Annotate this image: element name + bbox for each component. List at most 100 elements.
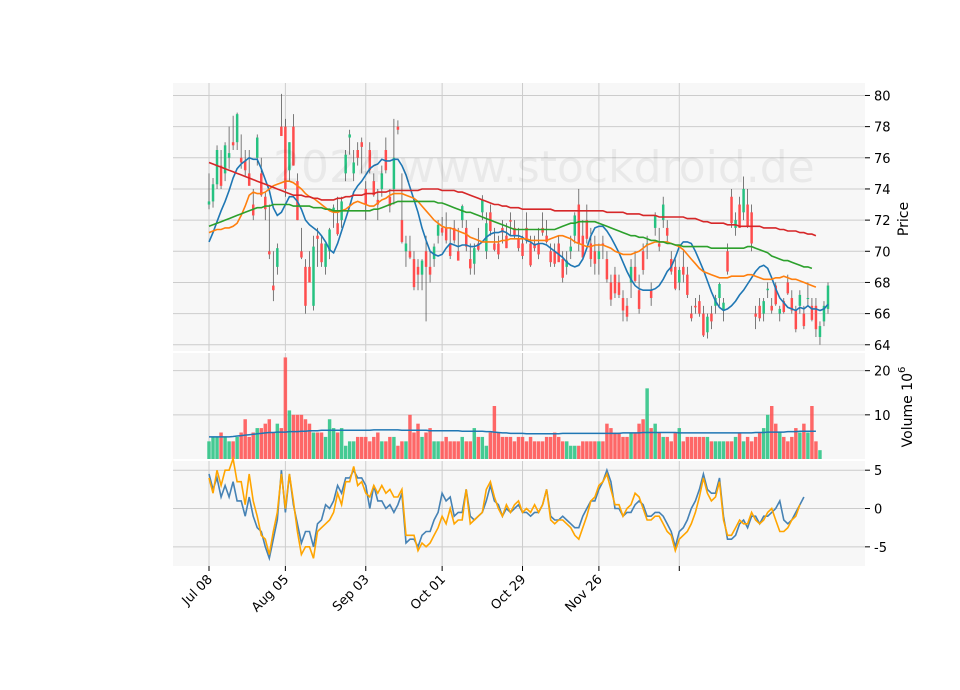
candle-down: [489, 212, 492, 232]
candle-down: [452, 227, 456, 241]
candle-down: [774, 285, 777, 305]
volume-bar: [311, 432, 316, 459]
candle-up: [481, 199, 484, 213]
volume-bar: [705, 436, 710, 459]
candle-down: [368, 150, 372, 171]
candle-down: [264, 196, 267, 210]
volume-bar: [283, 357, 288, 459]
volume-bar: [219, 432, 223, 459]
volume-bar: [251, 432, 255, 459]
volume-bar: [275, 423, 280, 459]
volume-bar: [267, 419, 272, 459]
candle-up: [432, 246, 436, 260]
candle-down: [469, 259, 472, 269]
volume-bar: [392, 436, 396, 459]
volume-bar: [291, 414, 296, 459]
volume-average-line: [209, 429, 816, 438]
candle-down: [557, 243, 560, 263]
volume-bar: [376, 432, 380, 459]
candle-down: [396, 126, 400, 130]
volume-bar: [496, 432, 501, 459]
candle-down: [400, 220, 404, 242]
candle-down: [356, 150, 359, 158]
volume-bar: [665, 436, 669, 459]
price-panel: 64 66 68 70 72 74 76 78 80: [173, 83, 891, 354]
volume-bar: [287, 410, 292, 459]
volume-bar: [243, 419, 247, 459]
candle-down: [758, 305, 761, 319]
candle-down: [637, 290, 641, 309]
candle-down: [802, 313, 806, 327]
moving-average-line-4: [208, 161, 817, 237]
volume-bar: [573, 445, 577, 459]
volume-bar: [601, 441, 605, 459]
volume-bar: [713, 441, 718, 459]
candle-down: [730, 196, 733, 224]
oscillator-ytick-label: 5: [874, 464, 882, 479]
volume-bar: [380, 441, 384, 459]
candle-up: [742, 188, 745, 213]
oscillator-line-1: [208, 467, 805, 562]
candle-down: [444, 227, 448, 241]
candle-down: [284, 126, 287, 189]
volume-bar: [673, 432, 677, 459]
volume-bar: [790, 436, 794, 459]
candle-down: [292, 126, 295, 166]
volume-bar: [569, 445, 573, 459]
volume-bar: [637, 423, 641, 459]
candle-up: [778, 308, 782, 314]
volume-bar: [239, 432, 243, 459]
candle-down: [682, 266, 685, 275]
candle-down: [505, 235, 508, 249]
candle-up: [436, 224, 440, 236]
candle-down: [621, 298, 625, 311]
candle-down: [408, 251, 412, 258]
volume-bar: [645, 388, 649, 459]
volume-bar: [685, 436, 690, 459]
candle-up: [718, 284, 721, 299]
candle-up: [207, 201, 211, 205]
volume-bar: [774, 423, 778, 459]
candle-down: [300, 251, 303, 258]
volume-bar: [460, 436, 464, 459]
volume-bar: [464, 441, 468, 459]
volume-bar: [504, 436, 509, 459]
volume-bar: [613, 432, 617, 459]
candle-down: [665, 227, 669, 236]
candle-down: [493, 243, 496, 250]
volume-bar: [512, 441, 517, 459]
volume-axis-exponent: 6: [897, 367, 908, 373]
volume-bar: [520, 436, 525, 459]
volume-bar: [802, 423, 806, 459]
candle-down: [268, 251, 271, 255]
candle-down: [641, 251, 645, 270]
volume-bar: [621, 436, 625, 459]
x-tick-label: Sep 03: [330, 572, 373, 615]
candle-up: [404, 243, 408, 252]
volume-bar: [319, 432, 324, 459]
candle-down: [617, 282, 621, 295]
candle-up: [255, 137, 259, 158]
candle-down: [770, 305, 773, 311]
candle-down: [746, 204, 749, 227]
price-ytick-label: 66: [874, 308, 891, 323]
candle-down: [517, 238, 520, 249]
candle-up: [227, 153, 231, 158]
volume-bar: [798, 432, 802, 459]
price-axis-label: Price: [896, 202, 912, 236]
volume-bar: [709, 441, 714, 459]
volume-bar: [753, 436, 758, 459]
volume-bar: [259, 428, 263, 459]
candle-down: [710, 313, 713, 322]
x-tick-label: Jul 08: [179, 572, 216, 609]
volume-bar: [444, 436, 448, 459]
volume-bar: [761, 428, 766, 459]
volume-bar: [741, 441, 746, 459]
price-ytick-label: 74: [874, 183, 891, 198]
volume-bar: [605, 423, 609, 459]
volume-bar: [227, 441, 231, 459]
candle-up: [629, 266, 633, 283]
volume-bar: [424, 432, 428, 459]
candle-down: [589, 243, 593, 260]
volume-bar: [717, 441, 722, 459]
